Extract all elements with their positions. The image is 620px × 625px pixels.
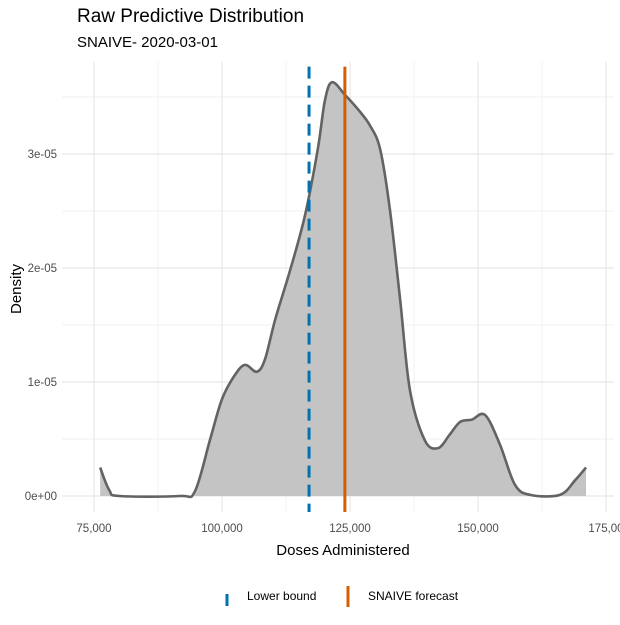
y-tick-label: 1e-05: [28, 377, 57, 389]
y-tick-label: 0e+00: [25, 491, 57, 503]
marks: [98, 66, 588, 512]
x-tick-label: 75,000: [76, 523, 111, 535]
chart-subtitle: SNAIVE- 2020-03-01: [77, 34, 218, 51]
x-tick-label: 100,000: [201, 523, 243, 535]
y-tick-label: 2e-05: [28, 263, 57, 275]
x-tick-label: 125,000: [329, 523, 371, 535]
x-tick-label: 175,00: [588, 523, 620, 535]
legend-label-lower-bound: Lower bound: [247, 589, 316, 603]
legend: Lower bound SNAIVE forecast: [225, 586, 459, 607]
y-axis-label: Density: [8, 263, 25, 314]
legend-label-snaive-forecast: SNAIVE forecast: [368, 589, 459, 603]
chart-title: Raw Predictive Distribution: [77, 6, 305, 27]
x-tick-label: 150,000: [457, 523, 499, 535]
density-area: [100, 82, 587, 498]
ticks: 75,000 100,000 125,000 150,000 175,00 0e+00 1e…: [25, 149, 620, 535]
x-axis-label: Doses Administered: [276, 542, 409, 559]
y-tick-label: 3e-05: [28, 149, 57, 161]
density-line: [98, 80, 588, 499]
